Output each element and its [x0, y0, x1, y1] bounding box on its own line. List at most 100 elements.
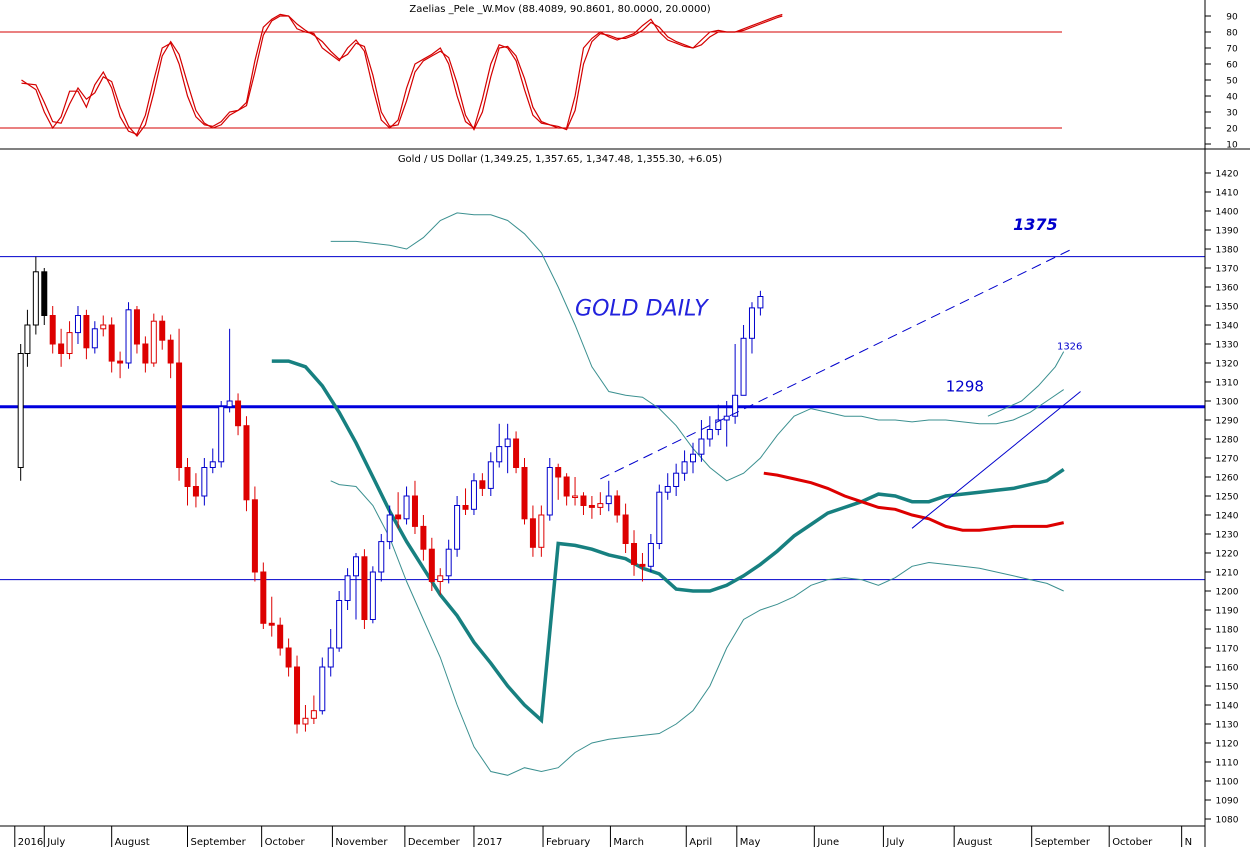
- candle-body: [487, 461, 494, 489]
- price-tick-label: 1190: [1216, 607, 1239, 617]
- oscillator-tick-label: 10: [1226, 141, 1238, 151]
- date-tick-label: July: [46, 837, 65, 847]
- moving-average-slow-line: [763, 471, 1065, 532]
- candle-body: [681, 461, 688, 474]
- price-tick-label: 1170: [1216, 645, 1239, 655]
- oscillator-tick-label: 60: [1226, 61, 1238, 71]
- price-tick-label: 1100: [1216, 778, 1239, 788]
- candlesticks: [17, 256, 764, 734]
- candle-body: [572, 495, 579, 498]
- candle-body: [226, 400, 233, 408]
- candle-body: [218, 406, 225, 463]
- price-tick-label: 1240: [1216, 512, 1239, 522]
- trendline: [600, 248, 1073, 480]
- candle-body: [58, 343, 65, 354]
- date-tick-label: 2017: [477, 837, 502, 847]
- price-title: Gold / US Dollar (1,349.25, 1,357.65, 1,…: [398, 154, 722, 165]
- candle-body: [285, 647, 292, 668]
- oscillator-series-line: [21, 15, 783, 137]
- price-tick-label: 1370: [1216, 265, 1239, 275]
- candle-body: [723, 415, 730, 421]
- candle-body: [369, 571, 376, 620]
- oscillator-tick-label: 90: [1226, 13, 1238, 23]
- date-tick-label: December: [408, 837, 461, 847]
- candle-body: [588, 505, 595, 508]
- annotation-label: 1375: [1013, 215, 1058, 234]
- candle-body: [428, 548, 435, 583]
- price-tick-label: 1350: [1216, 303, 1239, 313]
- price-tick-label: 1140: [1216, 702, 1239, 712]
- band-lower-line: [330, 480, 1064, 776]
- candle-body: [66, 332, 73, 355]
- candle-body: [420, 525, 427, 550]
- price-panel: Gold / US Dollar (1,349.25, 1,357.65, 1,…: [0, 154, 1239, 826]
- candle-body: [496, 446, 503, 463]
- candle-body: [310, 710, 317, 719]
- candle-body: [706, 429, 713, 440]
- price-tick-label: 1180: [1216, 626, 1239, 636]
- date-tick-label: April: [689, 837, 712, 847]
- price-tick-label: 1270: [1216, 455, 1239, 465]
- price-tick-label: 1120: [1216, 740, 1239, 750]
- price-y-axis: 1080 1090 1100 1110 1120 1130 1140 1150 1160 1170…: [1205, 170, 1239, 826]
- candle-body: [344, 575, 351, 601]
- candle-body: [176, 362, 183, 468]
- candle-body: [437, 575, 444, 582]
- candle-body: [614, 495, 621, 516]
- price-tick-label: 1290: [1216, 417, 1239, 427]
- oscillator-tick-label: 30: [1226, 109, 1238, 119]
- candle-body: [690, 453, 696, 463]
- oscillator-panel: Zaelias _Pele _W.Mov (88.4089, 90.8601, …: [0, 4, 1238, 151]
- price-tick-label: 1110: [1216, 759, 1239, 769]
- price-tick-label: 1320: [1216, 360, 1239, 370]
- price-tick-label: 1160: [1216, 664, 1239, 674]
- candle-body: [504, 438, 511, 448]
- candle-body: [91, 328, 98, 349]
- date-tick-label: 2016: [18, 837, 43, 847]
- price-tick-label: 1400: [1216, 208, 1239, 218]
- candle-body: [748, 307, 755, 339]
- price-tick-label: 1200: [1216, 588, 1239, 598]
- candle-body: [277, 624, 284, 649]
- candle-body: [580, 495, 587, 506]
- candle-body: [243, 425, 250, 501]
- date-tick-label: August: [957, 837, 992, 847]
- candle-body: [41, 271, 48, 316]
- price-tick-label: 1390: [1216, 227, 1239, 237]
- annotations: 1375 GOLD DAILY 1298 1326: [575, 215, 1082, 396]
- candle-body: [715, 419, 722, 430]
- candle-body: [454, 505, 461, 550]
- oscillator-tick-label: 20: [1226, 125, 1238, 135]
- candle-body: [235, 400, 242, 427]
- oscillator-tick-label: 40: [1226, 93, 1238, 103]
- candle-body: [639, 563, 646, 567]
- candle-body: [411, 495, 418, 527]
- candle-body: [664, 486, 671, 493]
- candle-body: [74, 315, 81, 334]
- candle-body: [698, 438, 705, 455]
- candle-body: [192, 486, 199, 497]
- price-tick-label: 1410: [1216, 189, 1239, 199]
- horizontal-level-lines: [0, 256, 1205, 581]
- date-tick-label: February: [546, 837, 590, 847]
- candle-body: [757, 296, 764, 309]
- oscillator-tick-label: 50: [1226, 77, 1238, 87]
- candle-body: [597, 503, 604, 508]
- oscillator-series-line: [21, 13, 783, 136]
- price-tick-label: 1280: [1216, 436, 1239, 446]
- candle-body: [403, 495, 410, 520]
- candle-body: [647, 543, 654, 567]
- price-tick-label: 1330: [1216, 341, 1239, 351]
- annotation-label: 1298: [946, 378, 984, 396]
- candle-body: [167, 339, 174, 364]
- date-tick-label: August: [115, 837, 150, 847]
- candle-body: [395, 514, 402, 520]
- candle-body: [336, 600, 343, 649]
- trendline: [911, 391, 1081, 529]
- candle-body: [656, 491, 663, 545]
- candle-body: [555, 467, 562, 478]
- price-tick-label: 1220: [1216, 550, 1239, 560]
- oscillator-tick-label: 70: [1226, 45, 1238, 55]
- candle-body: [49, 315, 56, 345]
